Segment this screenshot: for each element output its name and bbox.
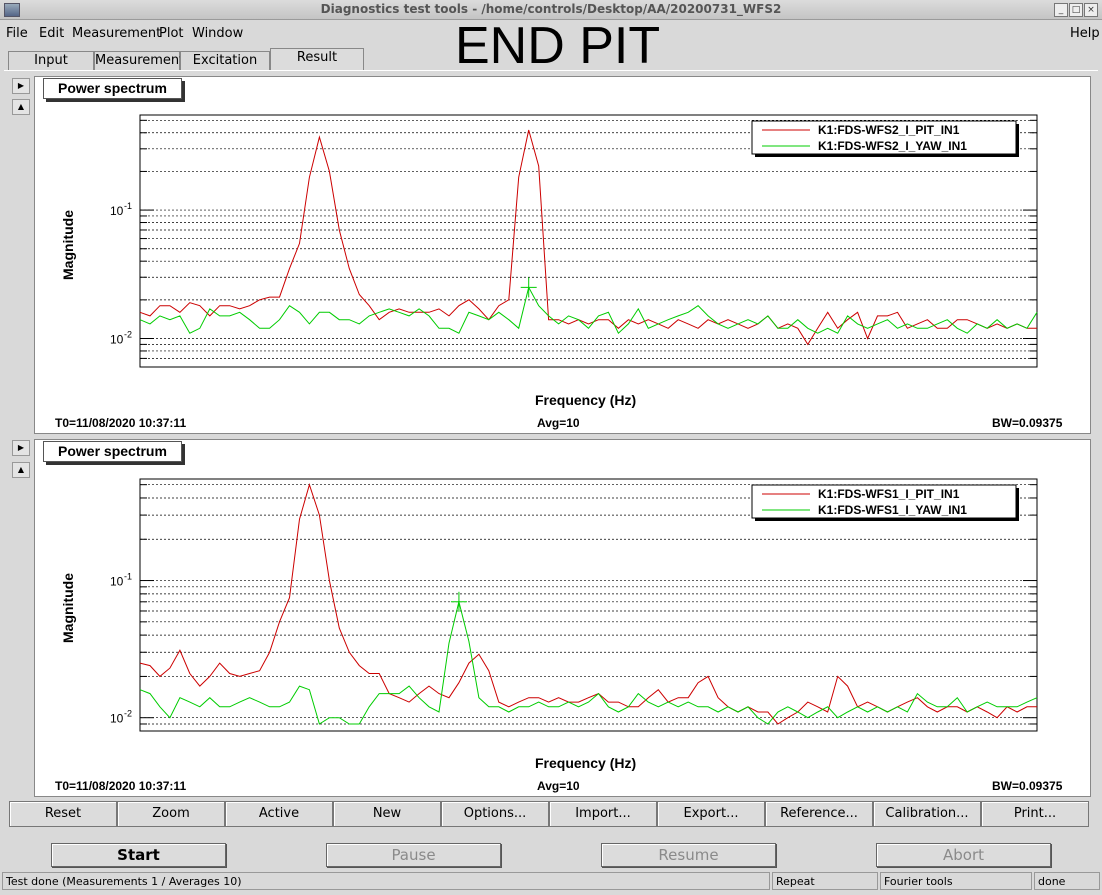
status-state: done bbox=[1034, 872, 1100, 890]
y-tick-label: 10 bbox=[110, 712, 124, 726]
menu-plot[interactable]: Plot bbox=[159, 26, 184, 41]
legend-entry: K1:FDS-WFS1_I_YAW_IN1 bbox=[818, 503, 967, 517]
expand-right-icon[interactable]: ▶ bbox=[12, 440, 30, 456]
export-button[interactable]: Export... bbox=[657, 801, 765, 827]
new-button[interactable]: New bbox=[333, 801, 441, 827]
tab-excitation[interactable]: Excitation bbox=[180, 51, 270, 70]
status-message: Test done (Measurements 1 / Averages 10) bbox=[2, 872, 770, 890]
legend-box bbox=[751, 484, 1017, 519]
series-line-2 bbox=[139, 601, 1038, 725]
pad-title: Power spectrum bbox=[43, 78, 182, 99]
y-axis-label: Magnitude bbox=[60, 573, 76, 643]
y-tick-exponent: -1 bbox=[124, 201, 132, 211]
bw-label: BW=0.09375 bbox=[992, 416, 1063, 430]
title-bar: Diagnostics test tools - /home/controls/… bbox=[0, 0, 1102, 20]
y-tick-label: 10 bbox=[110, 575, 124, 589]
legend-entry: K1:FDS-WFS1_I_PIT_IN1 bbox=[818, 487, 960, 501]
x-axis-label: Frequency (Hz) bbox=[535, 392, 637, 408]
tab-divider bbox=[4, 70, 1098, 71]
y-tick-label: 10 bbox=[110, 333, 124, 347]
menu-file[interactable]: File bbox=[6, 26, 28, 41]
menu-help[interactable]: Help bbox=[1070, 26, 1100, 41]
import-button[interactable]: Import... bbox=[549, 801, 657, 827]
legend-box bbox=[751, 120, 1017, 155]
legend-entry: K1:FDS-WFS2_I_PIT_IN1 bbox=[818, 123, 960, 137]
y-tick-exponent: -1 bbox=[124, 572, 132, 582]
abort-button[interactable]: Abort bbox=[876, 843, 1051, 867]
plot-area[interactable]: 10 -110 -2K1:FDS-WFS2_I_PIT_IN1K1:FDS-WFS2… bbox=[35, 77, 1090, 433]
reset-button[interactable]: Reset bbox=[9, 801, 117, 827]
plot-frame bbox=[139, 478, 1038, 732]
active-button[interactable]: Active bbox=[225, 801, 333, 827]
x-axis-label: Frequency (Hz) bbox=[535, 755, 637, 771]
y-tick-exponent: -2 bbox=[124, 330, 132, 340]
close-button[interactable]: × bbox=[1084, 3, 1098, 17]
tab-input[interactable]: Input bbox=[8, 51, 94, 70]
plot-frame bbox=[139, 114, 1038, 368]
avg-label: Avg=10 bbox=[537, 416, 580, 430]
reference-button[interactable]: Reference... bbox=[765, 801, 873, 827]
y-tick-label: 10 bbox=[110, 204, 124, 218]
series-line-1 bbox=[139, 129, 1037, 346]
bw-label: BW=0.09375 bbox=[992, 779, 1063, 793]
plot-pad-1[interactable]: Power spectrum 10 -1 10 -2 K1:FDS-WFS2_I_PIT… bbox=[34, 76, 1091, 434]
tab-result[interactable]: Result bbox=[270, 48, 364, 71]
y-tick-exponent: -2 bbox=[124, 709, 132, 719]
status-tool: Fourier tools bbox=[880, 872, 1032, 890]
menu-window[interactable]: Window bbox=[192, 26, 244, 41]
collapse-up-icon[interactable]: ▲ bbox=[12, 99, 30, 115]
maximize-button[interactable]: □ bbox=[1069, 3, 1083, 17]
tab-measurement[interactable]: Measurement bbox=[94, 51, 185, 70]
menu-bar: File Edit Measurement Plot Window Help bbox=[0, 21, 1102, 45]
legend-entry: K1:FDS-WFS2_I_YAW_IN1 bbox=[818, 139, 967, 153]
t0-label: T0=11/08/2020 10:37:11 bbox=[55, 779, 187, 793]
collapse-up-icon[interactable]: ▲ bbox=[12, 462, 30, 478]
window-menu-icon[interactable] bbox=[4, 3, 20, 17]
print-button[interactable]: Print... bbox=[981, 801, 1089, 827]
avg-label: Avg=10 bbox=[537, 779, 580, 793]
minimize-button[interactable]: _ bbox=[1054, 3, 1068, 17]
start-button[interactable]: Start bbox=[51, 843, 226, 867]
window-title: Diagnostics test tools - /home/controls/… bbox=[320, 2, 782, 16]
plot-area[interactable]: 10 -110 -2K1:FDS-WFS1_I_PIT_IN1K1:FDS-WFS1… bbox=[35, 440, 1090, 796]
expand-right-icon[interactable]: ▶ bbox=[12, 78, 30, 94]
pad-title: Power spectrum bbox=[43, 441, 182, 462]
menu-edit[interactable]: Edit bbox=[39, 26, 65, 41]
series-line-2 bbox=[139, 286, 1038, 335]
options-button[interactable]: Options... bbox=[441, 801, 549, 827]
resume-button[interactable]: Resume bbox=[601, 843, 776, 867]
plot-pad-2[interactable]: Power spectrum 10 -1 10 -2 K1:FDS-WFS1_I_PIT… bbox=[34, 439, 1091, 797]
y-axis-label: Magnitude bbox=[60, 210, 76, 280]
t0-label: T0=11/08/2020 10:37:11 bbox=[55, 416, 187, 430]
overlay-title: END PIT bbox=[455, 17, 661, 75]
status-mode: Repeat bbox=[772, 872, 878, 890]
zoom-button[interactable]: Zoom bbox=[117, 801, 225, 827]
menu-measurement[interactable]: Measurement bbox=[72, 26, 162, 41]
calibration-button[interactable]: Calibration... bbox=[873, 801, 981, 827]
pause-button[interactable]: Pause bbox=[326, 843, 501, 867]
